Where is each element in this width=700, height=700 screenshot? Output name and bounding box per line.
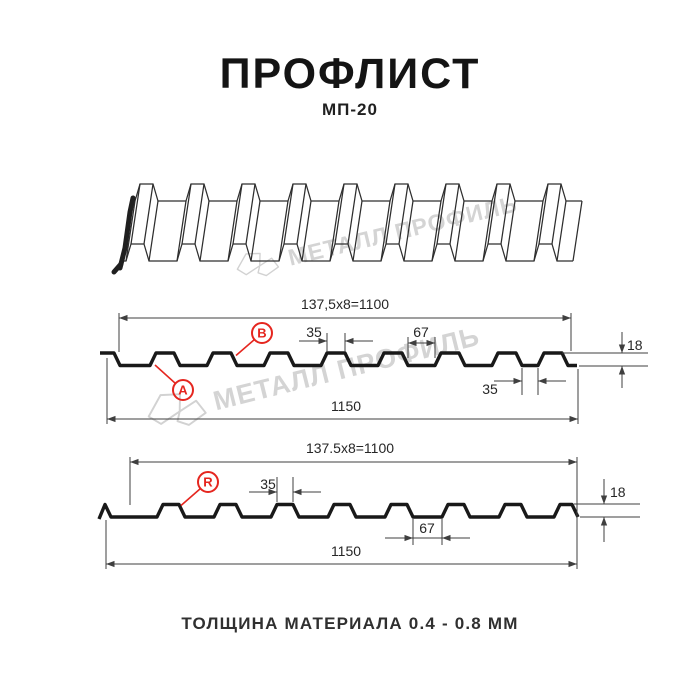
dim-working-width-bottom: 137.5x8=1100: [129, 440, 578, 569]
dim-valley-67: 67: [385, 519, 470, 545]
dim-label-height: 18: [610, 484, 626, 500]
face-b-letter: B: [257, 326, 266, 341]
dim-label-valley: 67: [419, 520, 435, 536]
dim-label-crest-top: 35: [260, 476, 276, 492]
dim-total-width-1150: 1150: [105, 520, 577, 569]
dim-crest-base-67: 67: [407, 324, 436, 358]
label-b-marker: B: [235, 322, 273, 357]
face-a-letter: A: [178, 383, 188, 398]
label-a-marker: A: [154, 364, 194, 401]
dim-height-18: 18: [562, 332, 648, 388]
profile-r-drawing: 137.5x8=1100 35 67 18: [97, 440, 640, 569]
material-thickness-note: ТОЛЩИНА МАТЕРИАЛА 0.4 - 0.8 ММ: [181, 614, 519, 633]
metall-profil-logo-icon: [236, 252, 280, 277]
dim-height-18: 18: [574, 479, 640, 542]
dim-label-total-width: 1150: [331, 543, 361, 559]
dim-label-height: 18: [627, 337, 643, 353]
dim-label-total-width: 1150: [331, 398, 361, 414]
dim-crest-top-35: 35: [299, 324, 373, 352]
sheet-cut-edge: [117, 195, 136, 271]
dim-overlap-gap-35: 35: [482, 368, 566, 397]
label-r-marker: R: [180, 471, 219, 507]
watermark-1: МЕТАЛЛ ПРОФИЛЬ: [230, 187, 521, 288]
dim-working-width-top: 137,5x8=1100: [118, 296, 572, 352]
dim-total-width-1150: 1150: [106, 358, 579, 424]
profile-ab-drawing: 137,5x8=1100 35 67 35: [100, 296, 648, 424]
page-title: ПРОФЛИСТ: [219, 50, 481, 98]
sheet-edge-lip: [111, 261, 124, 275]
face-r-letter: R: [203, 475, 213, 490]
profile-model-subtitle: МП-20: [322, 100, 378, 119]
dim-label-crest-top: 35: [306, 324, 322, 340]
sheet-3d-view: [111, 183, 583, 275]
dim-crest-top-35: 35: [249, 476, 321, 502]
dim-label-overlap-gap: 35: [482, 381, 498, 397]
dim-label-working-width: 137,5x8=1100: [301, 296, 389, 312]
dim-label-crest-base: 67: [413, 324, 429, 340]
dim-label-working-width: 137.5x8=1100: [306, 440, 394, 456]
